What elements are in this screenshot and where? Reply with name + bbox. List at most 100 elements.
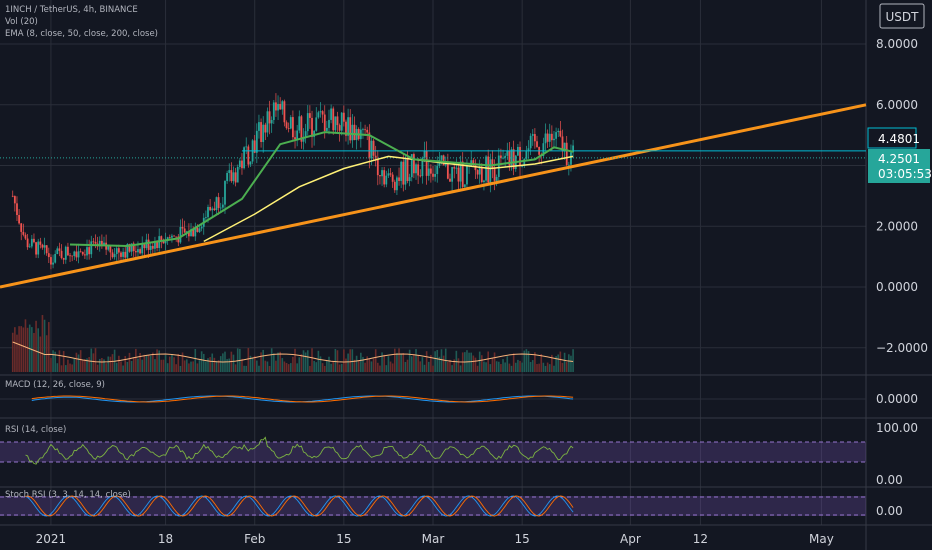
candle-body xyxy=(370,140,373,159)
time-axis-tick: 15 xyxy=(515,532,530,546)
volume-bar xyxy=(14,327,16,372)
volume-bar xyxy=(105,363,107,372)
candle-body xyxy=(364,129,366,131)
volume-bar xyxy=(292,356,294,372)
volume-bar xyxy=(427,361,430,372)
volume-bar xyxy=(472,355,475,372)
volume-bar xyxy=(190,361,192,372)
volume-bar xyxy=(211,353,214,372)
volume-bar xyxy=(546,362,549,372)
volume-bar xyxy=(156,349,158,372)
candle-body xyxy=(292,117,294,138)
price-axis-tick: 2.0000 xyxy=(876,219,918,233)
volume-bar xyxy=(253,355,256,372)
volume-bar xyxy=(544,365,547,372)
candle-body xyxy=(79,251,82,253)
candle-body xyxy=(224,180,226,205)
volume-bar xyxy=(241,358,243,372)
volume-bar xyxy=(43,319,46,372)
volume-bar xyxy=(510,365,513,372)
volume-bar xyxy=(459,365,462,372)
volume-bar xyxy=(478,351,481,372)
candle-body xyxy=(175,236,178,238)
candle-body xyxy=(217,197,220,208)
volume-bar xyxy=(538,363,540,372)
candle-body xyxy=(81,251,84,255)
candle-body xyxy=(43,245,46,248)
candle-body xyxy=(506,150,509,156)
volume-bar xyxy=(531,360,534,372)
candle-body xyxy=(73,251,76,257)
volume-bar xyxy=(453,359,456,372)
volume-bar xyxy=(194,349,197,372)
candle-body xyxy=(466,165,468,185)
candle-body xyxy=(100,240,103,245)
volume-bar xyxy=(228,358,231,372)
volume-bar xyxy=(37,328,40,372)
volume-bar xyxy=(188,363,190,372)
candle-body xyxy=(544,133,547,144)
candle-body xyxy=(226,172,229,181)
volume-bar xyxy=(559,351,562,372)
volume-bar xyxy=(389,361,392,372)
candle-body xyxy=(45,245,48,254)
candle-body xyxy=(268,111,271,124)
volume-bar xyxy=(122,365,124,372)
volume-bar xyxy=(385,365,388,372)
candle-body xyxy=(241,160,243,169)
volume-bar xyxy=(79,350,82,372)
volume-bar xyxy=(313,360,315,372)
volume-bar xyxy=(18,326,20,372)
candle-body xyxy=(336,116,339,126)
candle-body xyxy=(432,173,434,177)
candle-body xyxy=(525,151,528,159)
candle-body xyxy=(179,226,182,243)
currency-button[interactable]: USDT xyxy=(879,3,925,29)
volume-bar xyxy=(440,349,443,372)
price-axis-tick: −2.0000 xyxy=(876,341,928,355)
time-axis-tick: Mar xyxy=(422,532,445,546)
candle-body xyxy=(527,148,530,152)
candle-body xyxy=(245,146,248,148)
volume-bar xyxy=(232,354,235,372)
candle-body xyxy=(419,175,422,177)
volume-ma-line xyxy=(12,341,574,363)
candle-body xyxy=(491,159,494,169)
candle-body xyxy=(213,208,216,211)
volume-bar xyxy=(555,356,557,372)
volume-bar xyxy=(154,359,156,372)
volume-bar xyxy=(381,352,383,372)
volume-bar xyxy=(84,359,86,372)
volume-bar xyxy=(529,361,532,372)
candle-body xyxy=(536,141,538,148)
candle-body xyxy=(281,101,284,110)
volume-bar xyxy=(98,358,101,372)
volume-bar xyxy=(565,362,568,372)
candle-body xyxy=(315,117,318,131)
volume-bar xyxy=(222,353,224,372)
volume-bar xyxy=(402,352,405,372)
volume-bar xyxy=(430,355,432,372)
volume-bar xyxy=(158,350,160,372)
candle-body xyxy=(194,227,197,237)
candle-body xyxy=(253,140,256,153)
candle-body xyxy=(33,238,35,243)
volume-bar xyxy=(260,352,262,372)
candle-body xyxy=(151,245,154,249)
volume-bar xyxy=(319,356,322,372)
volume-bar xyxy=(355,355,358,372)
rsi-line xyxy=(25,436,574,465)
candle-body xyxy=(459,161,462,182)
candle-body xyxy=(396,177,398,191)
price-axis-tick: 6.0000 xyxy=(876,98,918,112)
candle-body xyxy=(64,246,67,260)
candle-body xyxy=(328,119,330,128)
candle-body xyxy=(542,143,545,156)
volume-bar xyxy=(383,354,385,372)
candle-body xyxy=(71,255,74,257)
volume-bar xyxy=(294,348,296,372)
candle-body xyxy=(472,160,475,165)
volume-bar xyxy=(415,349,417,372)
time-axis-tick: 2021 xyxy=(36,532,67,546)
